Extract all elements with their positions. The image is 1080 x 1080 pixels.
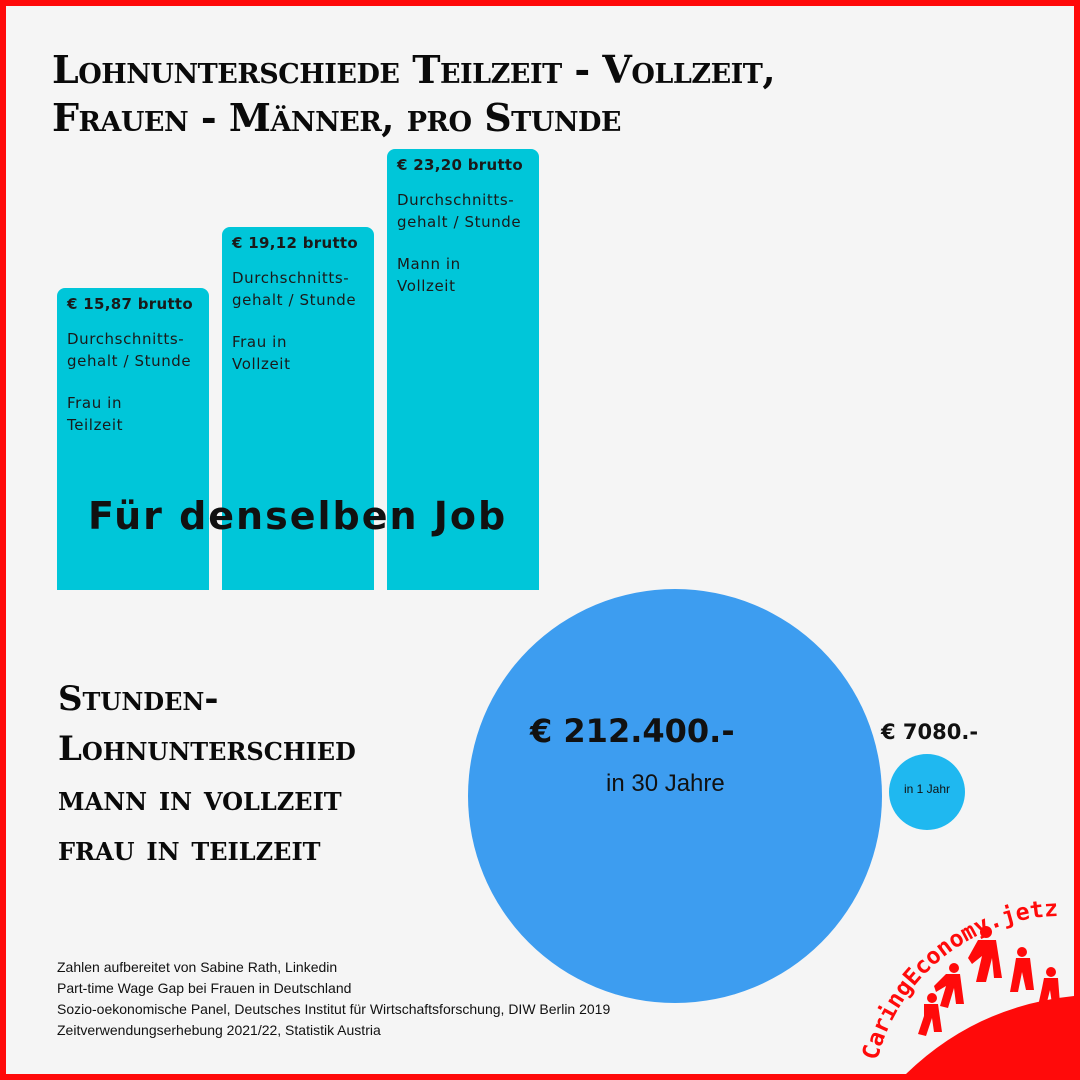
bubble-1-year — [889, 754, 965, 830]
infographic: Lohnunterschiede Teilzeit - Vollzeit, Fr… — [6, 6, 1074, 1074]
source-line: Part-time Wage Gap bei Frauen in Deutsch… — [57, 980, 352, 996]
logo-sun-icon — [906, 996, 1074, 1074]
bubble-1-year-period: in 1 Jahr — [903, 782, 951, 796]
people-silhouette-icon — [918, 926, 1060, 1036]
bar-description: Durchschnitts- gehalt / Stunde — [232, 268, 357, 309]
bar-group-label: Frau in Vollzeit — [232, 332, 291, 373]
bar-value-label: € 23,20 brutto — [397, 156, 523, 174]
bubble-30-years-value: € 212.400.- — [530, 712, 735, 750]
bubble-30-years-period: in 30 Jahre — [606, 770, 725, 797]
page-title: Lohnunterschiede Teilzeit - Vollzeit, Fr… — [52, 46, 776, 142]
bar-value-label: € 19,12 brutto — [232, 233, 358, 252]
subtitle-line-2: Lohnunterschied — [58, 729, 356, 769]
subtitle-line-3: mann in vollzeit — [58, 779, 342, 819]
bar-group-label: Frau in Teilzeit — [67, 394, 124, 435]
subtitle-line-1: Stunden- — [58, 679, 219, 719]
bubble-30-years — [468, 589, 882, 1003]
bar-value-label: € 15,87 brutto — [67, 295, 193, 314]
bar-description: Durchschnitts- gehalt / Stunde — [397, 191, 522, 231]
bar-frau-vollzeit: € 19,12 brutto Durchschnitts- gehalt / S… — [222, 226, 374, 590]
bar-group-label: Mann in Vollzeit — [397, 255, 461, 295]
bar-description: Durchschnitts- gehalt / Stunde — [67, 330, 192, 371]
title-line-1: Lohnunterschiede Teilzeit - Vollzeit, — [52, 47, 776, 92]
section-subtitle: Stunden- Lohnunterschied mann in vollzei… — [58, 674, 356, 874]
source-line: Zeitverwendungserhebung 2021/22, Statist… — [57, 1022, 381, 1038]
bar-frau-teilzeit: € 15,87 brutto Durchschnitts- gehalt / S… — [57, 288, 209, 590]
title-line-2: Frauen - Männer, pro Stunde — [52, 95, 622, 140]
sources-block: Zahlen aufbereitet von Sabine Rath, Link… — [57, 957, 610, 1041]
subtitle-line-4: frau in teilzeit — [58, 829, 321, 869]
bar-mann-vollzeit: € 23,20 brutto Durchschnitts- gehalt / S… — [387, 149, 539, 590]
caring-economy-logo: CaringEconomy.jetzt — [846, 886, 1074, 1074]
same-job-annotation: Für denselben Job — [88, 494, 508, 538]
source-line: Zahlen aufbereitet von Sabine Rath, Link… — [57, 959, 338, 975]
bubble-1-year-value: € 7080.- — [881, 720, 979, 744]
source-line: Sozio-oekonomische Panel, Deutsches Inst… — [57, 1001, 611, 1017]
